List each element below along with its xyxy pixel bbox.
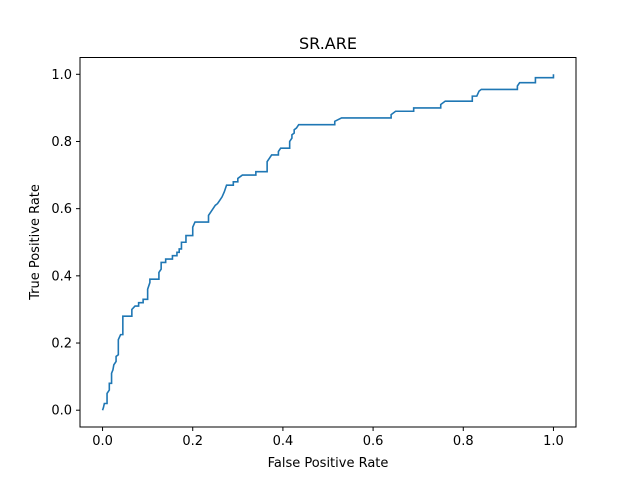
x-axis-label: False Positive Rate — [268, 456, 389, 471]
axis-ticks: 0.0 0.2 0.4 0.6 0.8 1.0 0.0 0.2 0.4 0.6 0.8 1.0 — [51, 68, 563, 449]
x-tick-label: 1.0 — [543, 434, 564, 449]
y-tick-label: 0.2 — [51, 337, 72, 352]
x-tick-label: 0.2 — [182, 434, 203, 449]
roc-curve-line — [101, 74, 555, 411]
y-axis-label: True Positive Rate — [28, 184, 43, 301]
y-tick-label: 0.6 — [51, 202, 72, 217]
x-tick-label: 0.8 — [453, 434, 474, 449]
y-tick-label: 0.8 — [51, 135, 72, 150]
plot-frame — [79, 57, 577, 428]
y-tick-label: 1.0 — [51, 68, 72, 83]
x-tick-label: 0.4 — [273, 434, 294, 449]
y-tick-label: 0.4 — [51, 269, 72, 284]
x-tick-label: 0.6 — [363, 434, 384, 449]
x-tick-label: 0.0 — [92, 434, 113, 449]
y-tick-label: 0.0 — [51, 404, 72, 419]
chart-title: SR.ARE — [299, 34, 357, 53]
